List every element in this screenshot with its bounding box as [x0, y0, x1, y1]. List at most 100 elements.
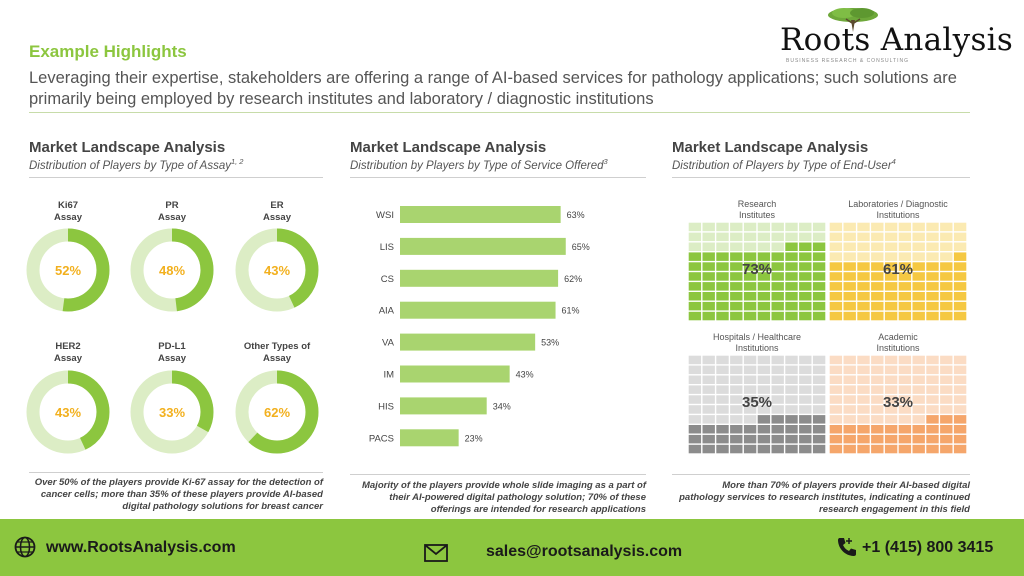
waffle-cell-empty: [940, 232, 953, 242]
waffle-cell-empty: [688, 375, 702, 384]
waffle-cell-empty: [898, 222, 912, 232]
waffle-cell-filled: [843, 262, 856, 271]
waffle-cell-empty: [702, 365, 715, 375]
donut-value-label: 48%: [159, 263, 185, 278]
donut-value-label: 62%: [264, 405, 290, 420]
waffle-cell-empty: [799, 395, 812, 404]
waffle-cell-empty: [871, 385, 884, 394]
footer-phone-link[interactable]: +1 (415) 800 3415: [862, 539, 994, 556]
waffle-cell-empty: [716, 222, 729, 232]
waffle-value-label: 73%: [742, 261, 772, 278]
waffle-cell-filled: [953, 444, 967, 454]
waffle-cell-filled: [912, 311, 925, 321]
waffle-cell-filled: [743, 272, 757, 281]
waffle-cell-filled: [702, 434, 715, 444]
waffle-cell-filled: [812, 301, 826, 311]
waffle-cell-filled: [912, 282, 925, 291]
waffle-cell-filled: [812, 434, 826, 444]
waffle-cell-empty: [926, 252, 939, 261]
waffle-cell-empty: [799, 375, 812, 384]
footer-email-link[interactable]: sales@rootsanalysis.com: [486, 543, 683, 560]
waffle-title: Laboratories / Diagnostic Institutions: [828, 199, 968, 221]
waffle-cell-empty: [857, 355, 870, 365]
waffle-cell-empty: [912, 415, 925, 424]
waffle-cell-filled: [730, 272, 743, 281]
waffle-cell-empty: [799, 355, 812, 365]
waffle-cell-empty: [757, 395, 771, 404]
waffle-cell-empty: [716, 355, 729, 365]
waffle-cell-empty: [743, 232, 757, 242]
waffle-cell-filled: [940, 282, 953, 291]
waffle-cell-empty: [688, 405, 702, 414]
waffle-cell-filled: [884, 272, 898, 281]
waffle-cell-filled: [785, 262, 798, 271]
waffle-cell-empty: [829, 405, 843, 414]
donut-label: HER2 Assay: [13, 341, 123, 365]
waffle-cell-filled: [829, 262, 843, 271]
donut-slice: [26, 370, 110, 454]
waffle-cell-empty: [757, 242, 771, 251]
donut-label-line: Assay: [263, 353, 291, 364]
waffle-cell-filled: [953, 252, 967, 261]
waffle-cell-filled: [730, 444, 743, 454]
waffle-cell-empty: [688, 395, 702, 404]
waffle-cell-empty: [743, 405, 757, 414]
waffle-value-label: 33%: [883, 394, 913, 411]
waffle-cell-filled: [871, 282, 884, 291]
waffle-cell-empty: [926, 222, 939, 232]
waffle-cell-empty: [926, 242, 939, 251]
waffle-cell-empty: [812, 365, 826, 375]
waffle-cell-empty: [843, 252, 856, 261]
panel-1-note-divider: [29, 472, 323, 473]
waffle-cell-filled: [799, 262, 812, 271]
waffle-cell-empty: [702, 355, 715, 365]
waffle-cell-empty: [771, 232, 784, 242]
waffle-cell-filled: [812, 311, 826, 321]
waffle-cell-filled: [771, 282, 784, 291]
waffle-cell-filled: [799, 252, 812, 261]
donut-label: Ki67 Assay: [13, 200, 123, 224]
donut-hole: [249, 384, 305, 440]
waffle-cell-empty: [799, 222, 812, 232]
waffle-cell-empty: [743, 375, 757, 384]
bar-category-label: LIS: [380, 242, 394, 253]
waffle-cell-filled: [953, 272, 967, 281]
waffle-cell-empty: [743, 415, 757, 424]
waffle-cell-filled: [953, 262, 967, 271]
waffle-cell-filled: [716, 272, 729, 281]
waffle-cell-filled: [785, 282, 798, 291]
waffle-cell-filled: [799, 425, 812, 434]
footer-website-link[interactable]: www.RootsAnalysis.com: [46, 539, 236, 556]
waffle-cell-filled: [871, 262, 884, 271]
waffle-cell-filled: [857, 311, 870, 321]
waffle-cell-filled: [785, 444, 798, 454]
waffle-cell-empty: [771, 222, 784, 232]
waffle-cell-empty: [829, 385, 843, 394]
bar-category-label: AIA: [379, 306, 395, 317]
donut-label: PR Assay: [117, 200, 227, 224]
waffle-cell-empty: [912, 252, 925, 261]
waffle-cell-filled: [743, 311, 757, 321]
waffle-cell-filled: [926, 282, 939, 291]
waffle-cell-filled: [785, 292, 798, 301]
waffle-cell-empty: [785, 375, 798, 384]
donut-label-line: Ki67: [57, 200, 79, 211]
waffle-cell-empty: [843, 365, 856, 375]
waffle-cell-empty: [857, 375, 870, 384]
waffle-cell-filled: [812, 444, 826, 454]
donut-label-line: Assay: [263, 212, 291, 223]
bar-value-label: 61%: [562, 306, 580, 316]
waffle-cell-empty: [757, 405, 771, 414]
waffle-cell-empty: [829, 232, 843, 242]
waffle-cell-filled: [771, 415, 784, 424]
waffle-cell-filled: [799, 415, 812, 424]
donut-label: ER Assay: [222, 200, 332, 224]
waffle-cell-empty: [743, 355, 757, 365]
globe-icon: [14, 536, 36, 558]
waffle-cell-filled: [716, 434, 729, 444]
waffle-cell-empty: [953, 365, 967, 375]
waffle-cell-filled: [843, 282, 856, 291]
waffle-cell-filled: [702, 272, 715, 281]
waffle-cell-empty: [857, 385, 870, 394]
waffle-cell-filled: [953, 301, 967, 311]
